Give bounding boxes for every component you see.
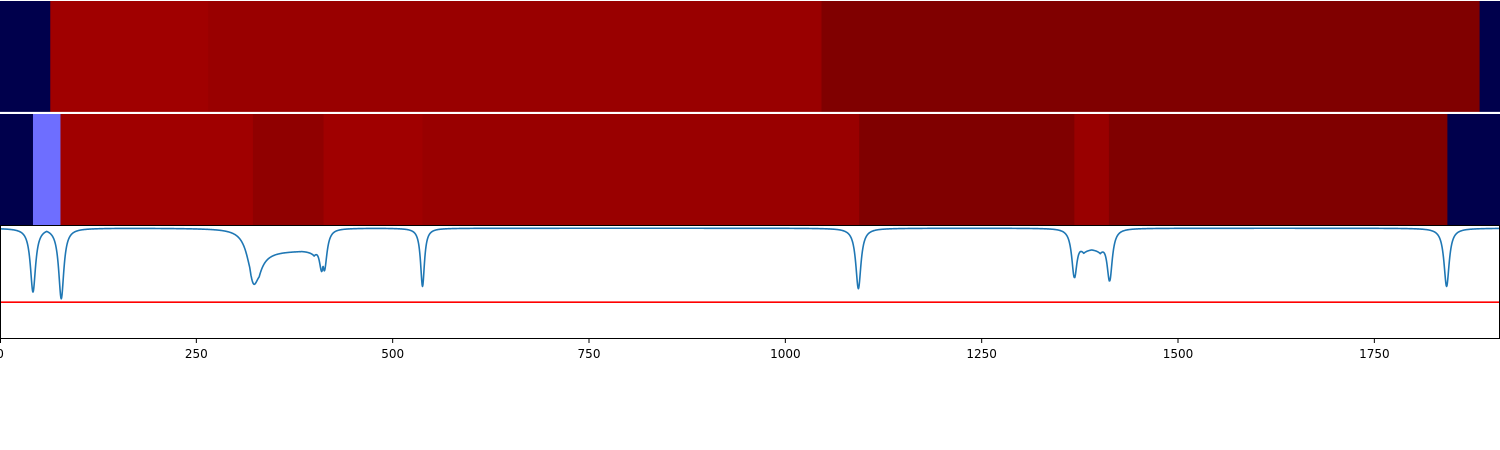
x-tick-label-7: 1750 (1359, 347, 1390, 361)
segment-1-1 (32, 114, 62, 225)
signal-line (0, 227, 1500, 300)
segment-1-2 (60, 114, 254, 225)
x-tick-label-2: 500 (381, 347, 404, 361)
segment-1-9 (1447, 114, 1500, 225)
segment-0-4 (1479, 1, 1500, 112)
x-axis: 0 250 500 750 1000 1250 1500 1750 (0, 338, 1390, 361)
signal-layer (0, 227, 1500, 303)
segment-1-7 (1074, 114, 1110, 225)
segment-1-0 (0, 114, 34, 225)
x-tick-label-4: 1000 (770, 347, 801, 361)
segment-row-top (0, 1, 1500, 112)
segment-0-2 (208, 1, 823, 112)
segment-0-1 (50, 1, 209, 112)
segment-row-bottom (0, 114, 1500, 225)
x-tick-label-1: 250 (185, 347, 208, 361)
segment-1-5 (422, 114, 860, 225)
signal-plot-area (0, 226, 1500, 338)
segment-1-3 (252, 114, 325, 225)
segment-1-8 (1108, 114, 1448, 225)
segment-1-6 (859, 114, 1075, 225)
x-tick-label-5: 1250 (966, 347, 997, 361)
segment-0-0 (0, 1, 51, 112)
x-tick-label-0: 0 (0, 347, 4, 361)
x-tick-label-6: 1500 (1163, 347, 1194, 361)
x-tick-label-3: 750 (578, 347, 601, 361)
segment-1-4 (323, 114, 424, 225)
segment-0-3 (821, 1, 1481, 112)
